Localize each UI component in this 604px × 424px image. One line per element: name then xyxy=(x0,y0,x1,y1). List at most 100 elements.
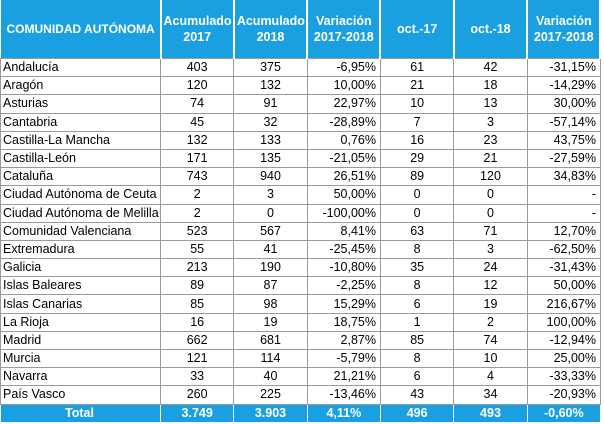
oct-18-cell: 42 xyxy=(453,57,528,78)
variacion-octubre-cell: 100,00% xyxy=(526,312,601,332)
acumulado-2018-cell: 40 xyxy=(233,367,308,387)
acumulado-2017-cell: 171 xyxy=(159,148,235,169)
table-row: Aragón 120 132 10,00% 21 18 -14,29% xyxy=(0,76,601,96)
oct-18-cell: 24 xyxy=(453,258,528,278)
acumulado-2017-cell: 523 xyxy=(159,221,235,241)
variacion-acumulado-cell: 8,41% xyxy=(306,221,381,241)
acumulado-2018-cell: 3 xyxy=(233,185,308,205)
variacion-acumulado-cell: -5,79% xyxy=(306,348,381,369)
total-variacion-octubre-cell: -0,60% xyxy=(526,403,601,423)
region-cell: Cataluña xyxy=(0,167,161,187)
oct-17-cell: 63 xyxy=(379,221,455,241)
oct-18-cell: 12 xyxy=(453,276,528,296)
variacion-octubre-cell: -31,15% xyxy=(526,57,601,78)
variacion-octubre-cell: -33,33% xyxy=(526,367,601,387)
acumulado-2017-cell: 120 xyxy=(159,76,235,96)
oct-17-cell: 85 xyxy=(379,330,455,351)
table-row: Ciudad Autónoma de Ceuta 2 3 50,00% 0 0- xyxy=(0,185,601,205)
region-cell: Murcia xyxy=(0,348,161,369)
variacion-octubre-cell: 30,00% xyxy=(526,94,601,114)
oct-18-cell: 120 xyxy=(453,167,528,187)
acumulado-2017-cell: 132 xyxy=(159,130,235,150)
oct-18-cell: 18 xyxy=(453,76,528,96)
header-acumulado-2018: Acumulado 2018 xyxy=(233,0,309,59)
variacion-octubre-cell: -27,59% xyxy=(526,148,601,169)
oct-17-cell: 0 xyxy=(379,203,455,223)
oct-18-cell: 10 xyxy=(453,348,528,369)
region-cell: Comunidad Valenciana xyxy=(0,221,161,241)
oct-17-cell: 16 xyxy=(379,130,455,150)
region-cell: Ciudad Autónoma de Melilla xyxy=(0,203,161,223)
acumulado-2017-cell: 55 xyxy=(159,239,235,260)
acumulado-2017-cell: 213 xyxy=(159,258,235,278)
table-row: Galicia 213 190 -10,80% 35 24 -31,43% xyxy=(0,258,601,278)
oct-17-cell: 8 xyxy=(379,239,455,260)
oct-17-cell: 0 xyxy=(379,185,455,205)
acumulado-2018-cell: 114 xyxy=(233,348,308,369)
acumulado-2017-cell: 33 xyxy=(159,367,235,387)
acumulado-2017-cell: 403 xyxy=(159,57,235,78)
total-oct-17-cell: 496 xyxy=(379,403,455,423)
acumulado-2018-cell: 375 xyxy=(233,57,308,78)
header-oct-18: oct.-18 xyxy=(453,0,529,59)
table-row: Asturias 74 91 22,97% 10 13 30,00% xyxy=(0,94,601,114)
variacion-acumulado-cell: -13,46% xyxy=(306,385,381,405)
oct-18-cell: 0 xyxy=(453,203,528,223)
region-cell: Castilla-La Mancha xyxy=(0,130,161,150)
oct-18-cell: 71 xyxy=(453,221,528,241)
variacion-octubre-cell: - xyxy=(526,185,601,205)
variacion-acumulado-cell: -6,95% xyxy=(306,57,381,78)
acumulado-2017-cell: 85 xyxy=(159,294,235,314)
region-cell: Castilla-León xyxy=(0,148,161,169)
oct-18-cell: 13 xyxy=(453,94,528,114)
variacion-acumulado-cell: 0,76% xyxy=(306,130,381,150)
oct-17-cell: 6 xyxy=(379,367,455,387)
variacion-octubre-cell: 25,00% xyxy=(526,348,601,369)
oct-17-cell: 89 xyxy=(379,167,455,187)
variacion-acumulado-cell: -21,05% xyxy=(306,148,381,169)
table-row: Islas Baleares 89 87 -2,25% 8 12 50,00% xyxy=(0,276,601,296)
acumulado-2018-cell: 567 xyxy=(233,221,308,241)
variacion-acumulado-cell: -28,89% xyxy=(306,112,381,132)
acumulado-2018-cell: 32 xyxy=(233,112,308,132)
acumulado-2017-cell: 121 xyxy=(159,348,235,369)
acumulado-2017-cell: 89 xyxy=(159,276,235,296)
region-cell: Ciudad Autónoma de Ceuta xyxy=(0,185,161,205)
oct-18-cell: 34 xyxy=(453,385,528,405)
header-acumulado-2017: Acumulado 2017 xyxy=(160,0,235,59)
region-cell: Andalucía xyxy=(0,57,161,78)
acumulado-2017-cell: 743 xyxy=(159,167,235,187)
table-row: Castilla-León 171 135 -21,05% 29 21 -27,59% xyxy=(0,148,601,169)
region-cell: País Vasco xyxy=(0,385,161,405)
acumulado-2018-cell: 135 xyxy=(233,148,308,169)
acumulado-2017-cell: 2 xyxy=(159,203,235,223)
acumulado-2017-cell: 662 xyxy=(159,330,235,351)
oct-17-cell: 7 xyxy=(379,112,455,132)
oct-18-cell: 3 xyxy=(453,112,528,132)
table-row: Cataluña 743 940 26,51% 89 120 34,83% xyxy=(0,167,601,187)
header-row: COMUNIDAD AUTÓNOMA Acumulado 2017 Acumul… xyxy=(0,0,602,59)
region-cell: Galicia xyxy=(0,258,161,278)
table-row: País Vasco 260 225 -13,46% 43 34 -20,93% xyxy=(0,385,601,405)
acumulado-2018-cell: 132 xyxy=(233,76,308,96)
variacion-octubre-cell: -31,43% xyxy=(526,258,601,278)
header-variacion-acumulado: Variación 2017-2018 xyxy=(307,0,382,59)
acumulado-2018-cell: 98 xyxy=(233,294,308,314)
variacion-octubre-cell: -14,29% xyxy=(526,76,601,96)
region-cell: Islas Baleares xyxy=(0,276,161,296)
oct-17-cell: 8 xyxy=(379,276,455,296)
variacion-octubre-cell: -57,14% xyxy=(526,112,601,132)
table-row: Comunidad Valenciana 523 567 8,41% 63 71 12,70… xyxy=(0,221,601,241)
table-row: Cantabria 45 32 -28,89% 7 3 -57,14% xyxy=(0,112,601,132)
total-variacion-acumulado-cell: 4,11% xyxy=(306,403,381,423)
region-cell: Aragón xyxy=(0,76,161,96)
acumulado-2018-cell: 681 xyxy=(233,330,308,351)
total-region-cell: Total xyxy=(0,403,161,423)
acumulado-2018-cell: 87 xyxy=(233,276,308,296)
acumulado-2017-cell: 2 xyxy=(159,185,235,205)
oct-17-cell: 1 xyxy=(379,312,455,332)
table-row: La Rioja 16 19 18,75% 1 2 100,00% xyxy=(0,312,601,332)
table-row: Castilla-La Mancha 132 133 0,76% 16 23 43,75% xyxy=(0,130,601,150)
oct-18-cell: 4 xyxy=(453,367,528,387)
table-row: Ciudad Autónoma de Melilla 2 0 -100,00% 0 0- xyxy=(0,203,601,223)
